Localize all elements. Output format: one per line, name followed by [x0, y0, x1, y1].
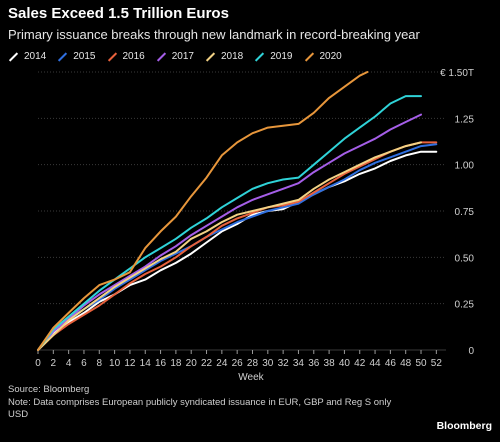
legend-label: 2014	[24, 51, 47, 62]
x-tick-label: 0	[35, 358, 41, 369]
legend-label: 2019	[270, 51, 293, 62]
chart-subtitle: Primary issuance breaks through new land…	[8, 27, 420, 42]
x-tick-label: 36	[308, 358, 320, 369]
y-tick-label: 0.25	[455, 300, 475, 311]
y-tick-label: 1.00	[455, 161, 475, 172]
series-line-2014	[37, 150, 438, 351]
x-tick-label: 30	[262, 358, 274, 369]
x-tick-label: 26	[232, 358, 244, 369]
x-tick-label: 24	[216, 358, 228, 369]
x-tick-label: 22	[201, 358, 213, 369]
x-tick-label: 2	[51, 358, 57, 369]
series-line-2019	[37, 95, 422, 351]
legend-item-2020: 2020	[304, 51, 342, 62]
x-tick-label: 4	[66, 358, 72, 369]
x-tick-label: 6	[81, 358, 87, 369]
source-note: Source: Bloomberg	[8, 384, 90, 395]
x-tick-label: 8	[97, 358, 103, 369]
x-tick-label: 52	[431, 358, 443, 369]
x-tick-label: 10	[109, 358, 121, 369]
x-tick-label: 38	[324, 358, 336, 369]
legend-item-2014: 2014	[8, 51, 46, 62]
x-tick-label: 16	[155, 358, 167, 369]
legend-item-2017: 2017	[156, 51, 194, 62]
legend-item-2015: 2015	[57, 51, 96, 62]
bloomberg-logo: Bloomberg	[436, 420, 492, 432]
legend-item-2019: 2019	[254, 51, 293, 62]
y-tick-label: 1.25	[455, 114, 475, 125]
legend-label: 2015	[73, 51, 96, 62]
legend-item-2018: 2018	[205, 51, 243, 62]
x-tick-label: 44	[369, 358, 381, 369]
y-tick-label: 0	[468, 346, 474, 357]
legend-item-2016: 2016	[107, 51, 145, 62]
data-note: Note: Data comprises European publicly s…	[8, 396, 392, 421]
legend-label: 2018	[221, 51, 244, 62]
series-line-2020	[37, 71, 369, 351]
x-tick-label: 14	[140, 358, 152, 369]
x-tick-label: 46	[385, 358, 397, 369]
series-line-2015	[37, 143, 438, 351]
x-tick-label: 42	[354, 358, 366, 369]
y-tick-label: 0.75	[455, 207, 475, 218]
x-tick-label: 28	[247, 358, 259, 369]
legend-label: 2020	[319, 51, 342, 62]
x-tick-label: 48	[400, 358, 412, 369]
y-tick-label: 0.50	[455, 253, 475, 264]
x-tick-label: 12	[124, 358, 136, 369]
x-axis-label: Week	[238, 372, 264, 383]
y-tick-label: € 1.50T	[440, 68, 474, 79]
x-tick-label: 34	[293, 358, 305, 369]
legend-label: 2016	[122, 51, 145, 62]
legend-label: 2017	[171, 51, 194, 62]
x-tick-label: 20	[186, 358, 198, 369]
x-tick-label: 32	[278, 358, 290, 369]
chart-title: Sales Exceed 1.5 Trillion Euros	[8, 5, 229, 22]
x-tick-label: 50	[415, 358, 427, 369]
series-line-2018	[37, 141, 422, 351]
chart-legend: 2014 2015 2016 2017 2018 2019 2020	[8, 51, 353, 62]
chart-footer: Source: Bloomberg Note: Data comprises E…	[8, 384, 408, 422]
x-tick-label: 40	[339, 358, 351, 369]
series-line-2017	[37, 113, 422, 351]
x-tick-label: 18	[170, 358, 182, 369]
series-line-2016	[37, 141, 438, 351]
